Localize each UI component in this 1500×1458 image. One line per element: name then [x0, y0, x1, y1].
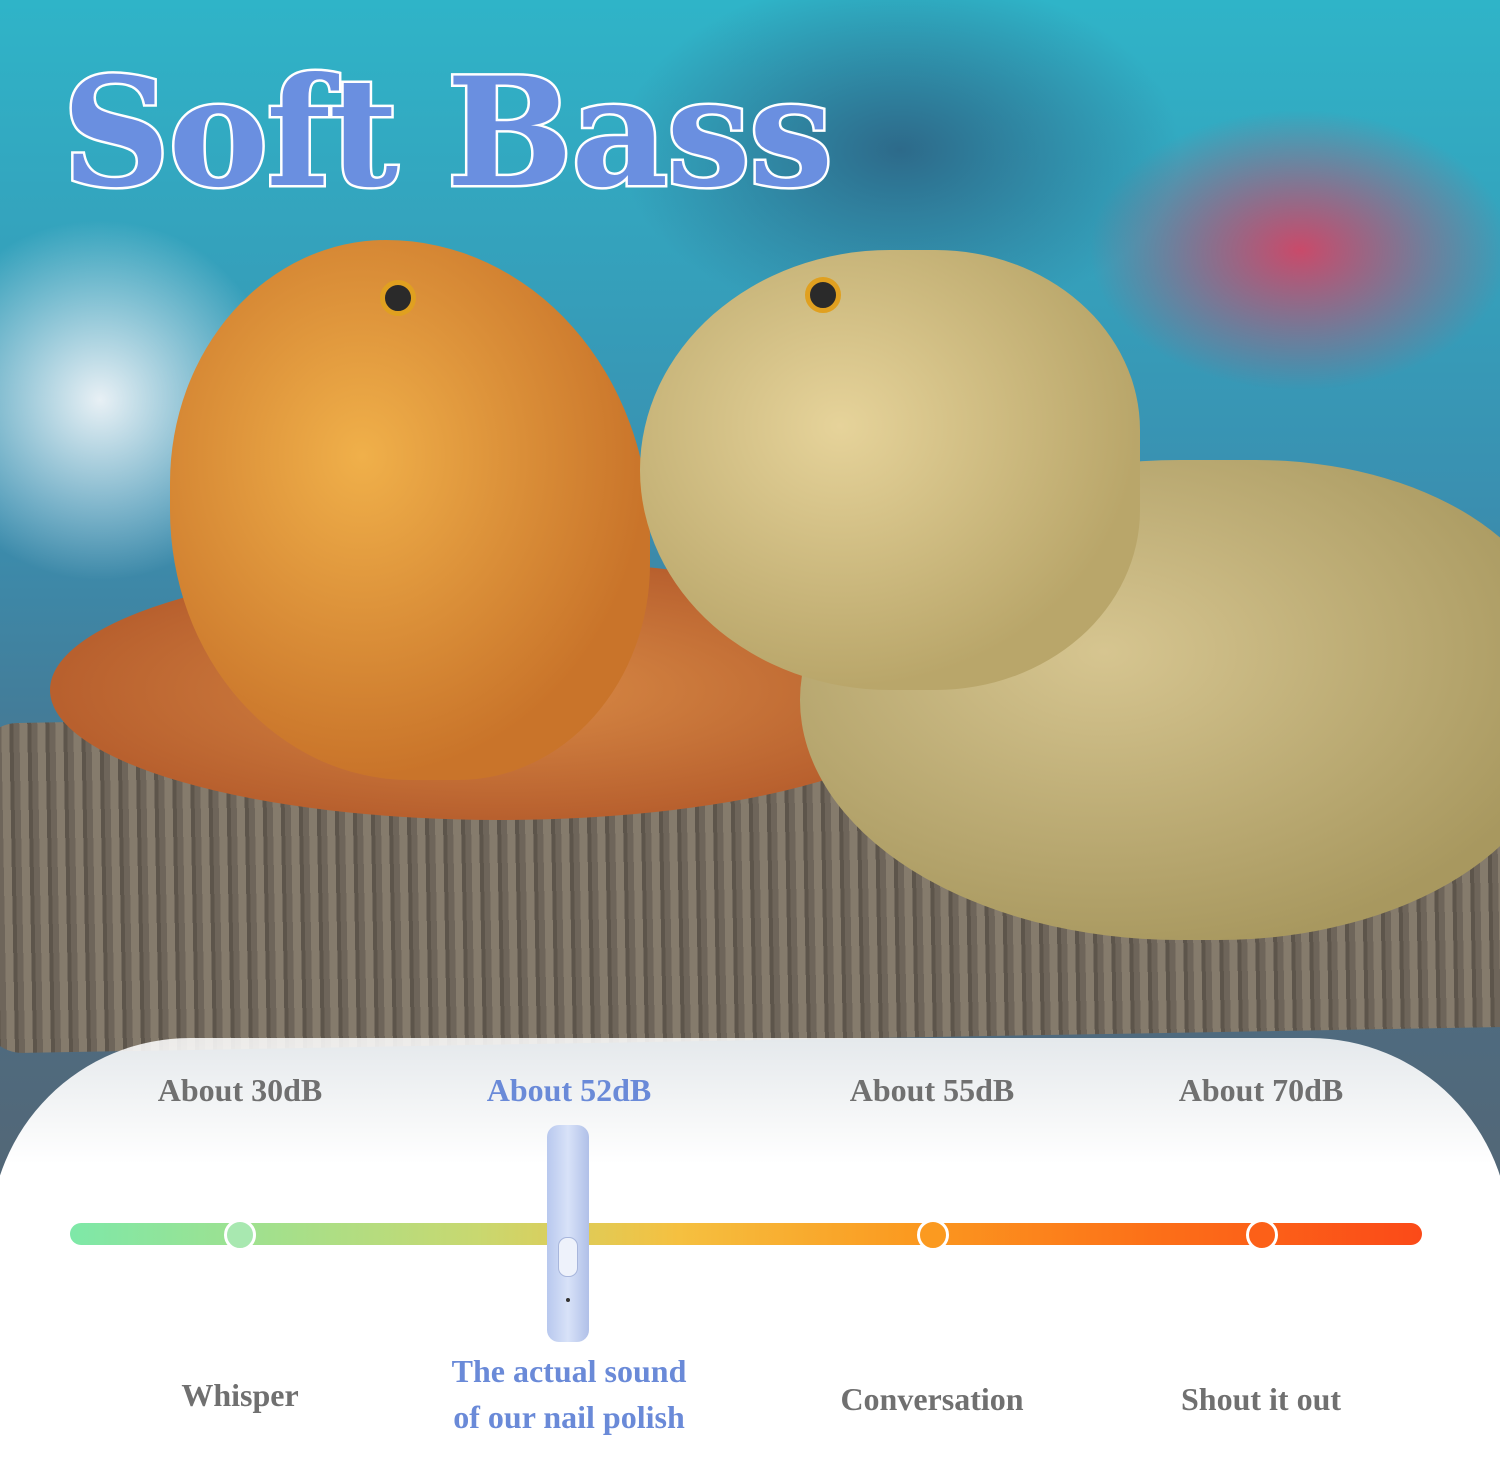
label-whisper: Whisper	[181, 1377, 299, 1413]
label-conversation: Conversation	[840, 1381, 1024, 1417]
db-label-whisper: About 30dB	[157, 1072, 323, 1108]
marker-shout	[1246, 1219, 1278, 1251]
db-label-shout: About 70dB	[1178, 1072, 1344, 1108]
device-led	[566, 1298, 570, 1302]
nail-grinder-device-icon	[547, 1125, 589, 1342]
lizard-eye	[805, 277, 841, 313]
sound-scale-panel	[0, 1038, 1500, 1458]
label-product: The actual sound of our nail polish	[399, 1348, 739, 1440]
db-label-conversation: About 55dB	[849, 1072, 1015, 1108]
page-title: Soft Bass	[59, 43, 835, 224]
orange-lizard-head	[170, 240, 650, 780]
label-product-line2: of our nail polish	[453, 1399, 685, 1435]
marker-whisper	[224, 1219, 256, 1251]
marker-conversation	[917, 1219, 949, 1251]
db-label-product: About 52dB	[486, 1072, 652, 1108]
lizard-eye	[380, 280, 416, 316]
label-shout: Shout it out	[1180, 1381, 1342, 1417]
label-product-line1: The actual sound	[451, 1353, 687, 1389]
device-button	[558, 1237, 578, 1277]
decibel-gradient-bar	[70, 1223, 1422, 1245]
green-lizard-head	[640, 250, 1140, 690]
